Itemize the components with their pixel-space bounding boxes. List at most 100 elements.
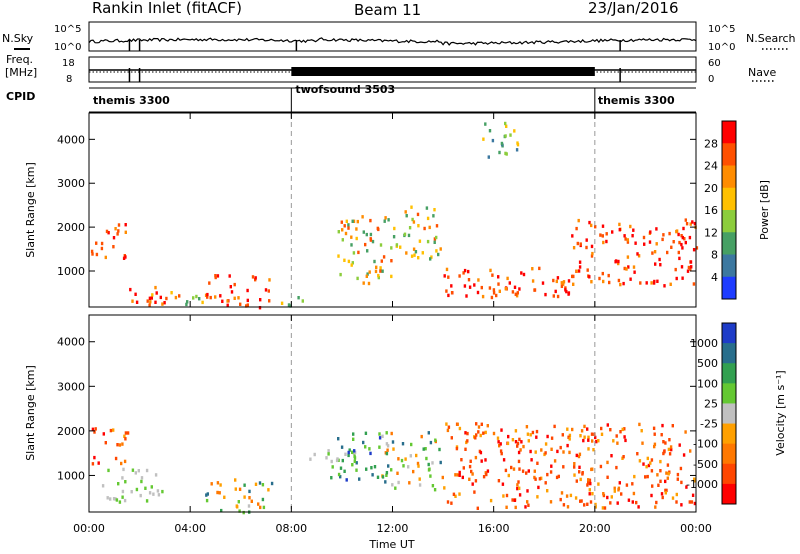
heatmap-cell bbox=[362, 440, 365, 445]
colorbar-swatch bbox=[722, 210, 736, 233]
power-colorbar-label: Power [dB] bbox=[758, 180, 771, 240]
heatmap-cell bbox=[606, 495, 609, 500]
heatmap-cell bbox=[677, 250, 680, 255]
heatmap-cell bbox=[261, 497, 265, 502]
heatmap-cell bbox=[544, 292, 547, 297]
heatmap-cell bbox=[369, 218, 372, 223]
heatmap-cell bbox=[635, 500, 638, 505]
heatmap-cell bbox=[535, 429, 539, 434]
heatmap-cell bbox=[601, 271, 604, 276]
heatmap-cell bbox=[246, 303, 249, 307]
heatmap-cell bbox=[381, 475, 385, 479]
heatmap-cell bbox=[379, 266, 382, 270]
heatmap-cell bbox=[681, 276, 684, 280]
heatmap-cell bbox=[638, 459, 642, 463]
heatmap-cell bbox=[420, 434, 423, 439]
heatmap-cell bbox=[250, 499, 253, 503]
heatmap-cell bbox=[412, 220, 416, 224]
heatmap-cell bbox=[280, 301, 284, 305]
heatmap-cell bbox=[599, 233, 602, 237]
heatmap-cell bbox=[413, 253, 416, 257]
noise-sky-label: N.Sky bbox=[2, 32, 34, 45]
velocity-colorbar: 1000 500 100 25 -25 -100 -500 -1000 bbox=[686, 322, 737, 505]
heatmap-cell bbox=[210, 482, 213, 486]
heatmap-cell bbox=[567, 291, 571, 295]
heatmap-cell bbox=[214, 295, 217, 299]
heatmap-cell bbox=[553, 459, 557, 463]
colorbar-swatch bbox=[722, 187, 736, 211]
heatmap-cell bbox=[647, 463, 651, 468]
heatmap-cell bbox=[121, 495, 124, 499]
y-tick-label: 2000 bbox=[57, 221, 85, 234]
heatmap-cell bbox=[497, 479, 501, 483]
heatmap-cell bbox=[643, 242, 646, 246]
heatmap-cell bbox=[671, 496, 675, 500]
heatmap-cell bbox=[589, 481, 592, 486]
heatmap-cell bbox=[659, 263, 662, 267]
heatmap-cell bbox=[549, 500, 553, 504]
heatmap-cell bbox=[527, 439, 530, 443]
heatmap-cell bbox=[511, 290, 515, 294]
heatmap-cell bbox=[343, 258, 346, 262]
heatmap-cell bbox=[587, 481, 590, 485]
freq-left-tick-top: 18 bbox=[62, 58, 75, 69]
colorbar-swatch bbox=[722, 423, 736, 445]
heatmap-cell bbox=[617, 278, 621, 283]
heatmap-cell bbox=[491, 273, 494, 277]
heatmap-cell bbox=[534, 477, 537, 481]
nave-right-tick-top: 60 bbox=[708, 58, 721, 69]
heatmap-cell bbox=[580, 499, 583, 503]
heatmap-cell bbox=[621, 427, 624, 432]
heatmap-cell bbox=[626, 238, 629, 242]
heatmap-cell bbox=[403, 232, 407, 236]
heatmap-cell bbox=[313, 452, 316, 457]
heatmap-cell bbox=[562, 280, 566, 284]
heatmap-cell bbox=[524, 505, 527, 509]
heatmap-cell bbox=[356, 219, 359, 224]
heatmap-cell bbox=[468, 285, 472, 289]
heatmap-cell bbox=[117, 482, 120, 486]
heatmap-cell bbox=[475, 433, 478, 437]
heatmap-cell bbox=[393, 226, 396, 231]
heatmap-cell bbox=[552, 278, 555, 283]
heatmap-cell bbox=[482, 431, 485, 435]
colorbar-tick-label: 28 bbox=[704, 137, 718, 150]
heatmap-cell bbox=[578, 265, 582, 269]
heatmap-cell bbox=[590, 254, 594, 258]
heatmap-cell bbox=[122, 256, 126, 260]
heatmap-cell bbox=[390, 274, 393, 279]
heatmap-cell bbox=[480, 459, 483, 463]
cpid-segment-label: themis 3300 bbox=[93, 94, 170, 107]
heatmap-cell bbox=[114, 456, 118, 461]
heatmap-cell bbox=[676, 477, 679, 481]
heatmap-cell bbox=[450, 291, 454, 295]
heatmap-cell bbox=[106, 496, 109, 500]
heatmap-cell bbox=[525, 425, 529, 429]
noise-search-label: N.Search bbox=[746, 32, 796, 45]
heatmap-cell bbox=[351, 219, 354, 223]
heatmap-cell bbox=[370, 466, 373, 470]
heatmap-cell bbox=[654, 505, 657, 509]
heatmap-cell bbox=[347, 223, 350, 227]
heatmap-cell bbox=[362, 230, 365, 234]
heatmap-cell bbox=[507, 434, 510, 439]
velocity-colorbar-label: Velocity [m s⁻¹] bbox=[774, 370, 787, 455]
heatmap-cell bbox=[556, 294, 560, 299]
heatmap-cell bbox=[583, 424, 586, 429]
heatmap-cell bbox=[94, 427, 97, 431]
beam-label: Beam 11 bbox=[354, 1, 421, 19]
heatmap-cell bbox=[608, 280, 611, 285]
heatmap-cell bbox=[474, 479, 478, 483]
heatmap-cell bbox=[223, 495, 226, 499]
heatmap-cell bbox=[226, 299, 229, 303]
heatmap-cell bbox=[691, 220, 694, 224]
heatmap-cell bbox=[652, 426, 656, 430]
heatmap-cell bbox=[505, 493, 509, 498]
heatmap-cell bbox=[684, 218, 687, 222]
heatmap-cell bbox=[434, 438, 437, 442]
heatmap-cell bbox=[237, 500, 240, 504]
heatmap-cell bbox=[661, 237, 664, 242]
time-x-axis: 00:00 04:00 08:00 12:00 16:00 20:00 00:00 bbox=[73, 113, 712, 535]
heatmap-cell bbox=[371, 473, 374, 477]
heatmap-cell bbox=[591, 439, 594, 443]
